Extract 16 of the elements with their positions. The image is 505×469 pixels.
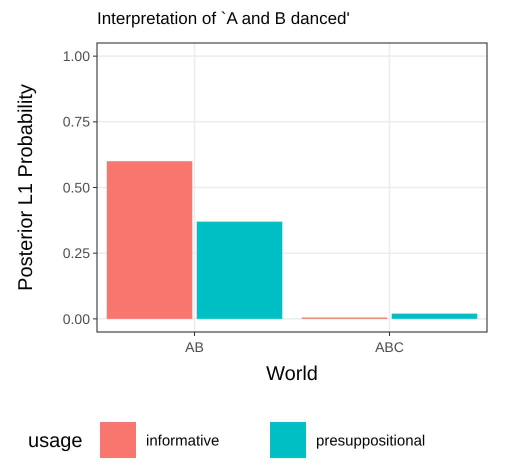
legend-label: informative [146,432,220,450]
bar [196,222,282,319]
y-tick-label: 0.00 [62,310,90,327]
y-tick-label: 0.50 [62,179,90,196]
x-axis-title: World [266,363,318,385]
x-tick-label: ABC [375,339,404,355]
bar [106,161,192,319]
bar [392,314,478,319]
legend-label: presuppositional [316,432,426,450]
chart-title: Interpretation of `A and B danced' [97,9,350,28]
x-tick-label: AB [185,339,204,355]
y-tick-label: 0.25 [62,245,90,262]
legend-title: usage [28,430,82,452]
y-tick-label: 1.00 [62,48,90,64]
y-tick-label: 0.75 [62,114,90,130]
y-axis-title: Posterior L1 Probability [15,84,37,291]
